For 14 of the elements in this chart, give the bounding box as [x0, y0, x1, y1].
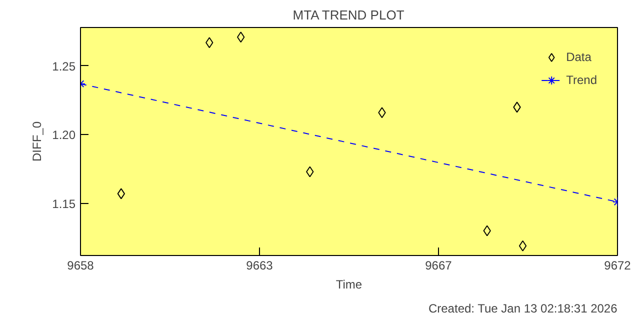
- x-tick-label: 9667: [425, 258, 452, 272]
- x-tick-label: 9663: [246, 258, 274, 272]
- point: [518, 240, 527, 252]
- y-tick-label: 1.15: [52, 196, 76, 211]
- x-tick-label: 9672: [604, 258, 632, 272]
- text: Created: Tue Jan 13 02:18:31 2026: [428, 302, 618, 316]
- y-axis-title: DIFF_0: [30, 121, 44, 162]
- legend-label: Trend: [566, 73, 597, 87]
- x-tick-label: 9658: [67, 258, 94, 272]
- x-axis-title: Time: [336, 278, 362, 292]
- y-tick-label: 1.25: [52, 59, 76, 74]
- chart-title: MTA TREND PLOT: [292, 8, 404, 22]
- y-tick-label: 1.20: [52, 128, 76, 142]
- legend-label: Data: [566, 50, 592, 64]
